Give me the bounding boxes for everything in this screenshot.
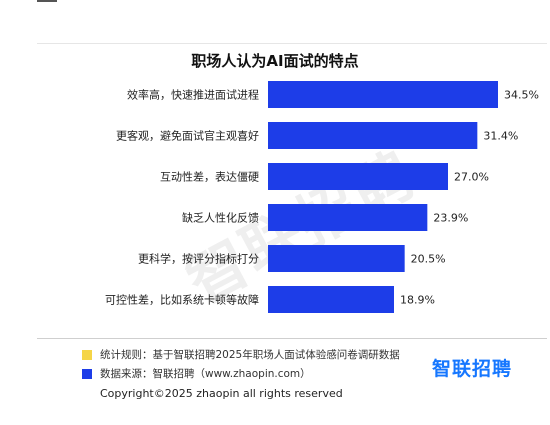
- bar-5: [268, 245, 405, 272]
- legend-rule: 统计规则：基于智联招聘2025年职场人面试体验感问卷调研数据: [82, 347, 400, 362]
- value-label-1: 34.5%: [504, 89, 539, 102]
- bar-6: [268, 286, 394, 313]
- top-rule: [37, 0, 57, 2]
- category-label-4: 缺乏人性化反馈: [182, 211, 259, 225]
- chart-frame: [37, 43, 547, 339]
- bar-2: [268, 122, 478, 149]
- bar-3: [268, 163, 448, 190]
- category-label-5: 更科学，按评分指标打分: [138, 252, 259, 266]
- category-label-2: 更客观，避免面试官主观喜好: [116, 129, 259, 143]
- bar-4: [268, 204, 428, 231]
- value-label-2: 31.4%: [483, 130, 518, 143]
- legend-rule-swatch: [82, 349, 92, 360]
- bar-1: [268, 81, 498, 108]
- brand-logo: 智联招聘: [432, 358, 513, 380]
- value-label-4: 23.9%: [433, 212, 468, 225]
- legend-source-text: 数据来源：智联招聘（www.zhaopin.com）: [100, 368, 311, 380]
- category-label-1: 效率高，快速推进面试进程: [127, 88, 259, 102]
- legend-source: 数据来源：智联招聘（www.zhaopin.com）: [82, 366, 311, 381]
- legend-source-swatch: [82, 368, 92, 379]
- value-label-3: 27.0%: [454, 171, 489, 184]
- chart-title: 职场人认为AI面试的特点: [191, 52, 359, 70]
- category-label-6: 可控性差，比如系统卡顿等故障: [105, 293, 259, 307]
- copyright-text: Copyright©2025 zhaopin all rights reserv…: [100, 387, 343, 400]
- bars-layer: 效率高，快速推进面试进程 34.5% 更客观，避免面试官主观喜好 31.4% 互动性差，…: [105, 81, 539, 313]
- value-label-6: 18.9%: [400, 294, 435, 307]
- category-label-3: 互动性差，表达僵硬: [160, 170, 259, 184]
- legend-rule-text: 统计规则：基于智联招聘2025年职场人面试体验感问卷调研数据: [100, 349, 400, 361]
- value-label-5: 20.5%: [411, 253, 446, 266]
